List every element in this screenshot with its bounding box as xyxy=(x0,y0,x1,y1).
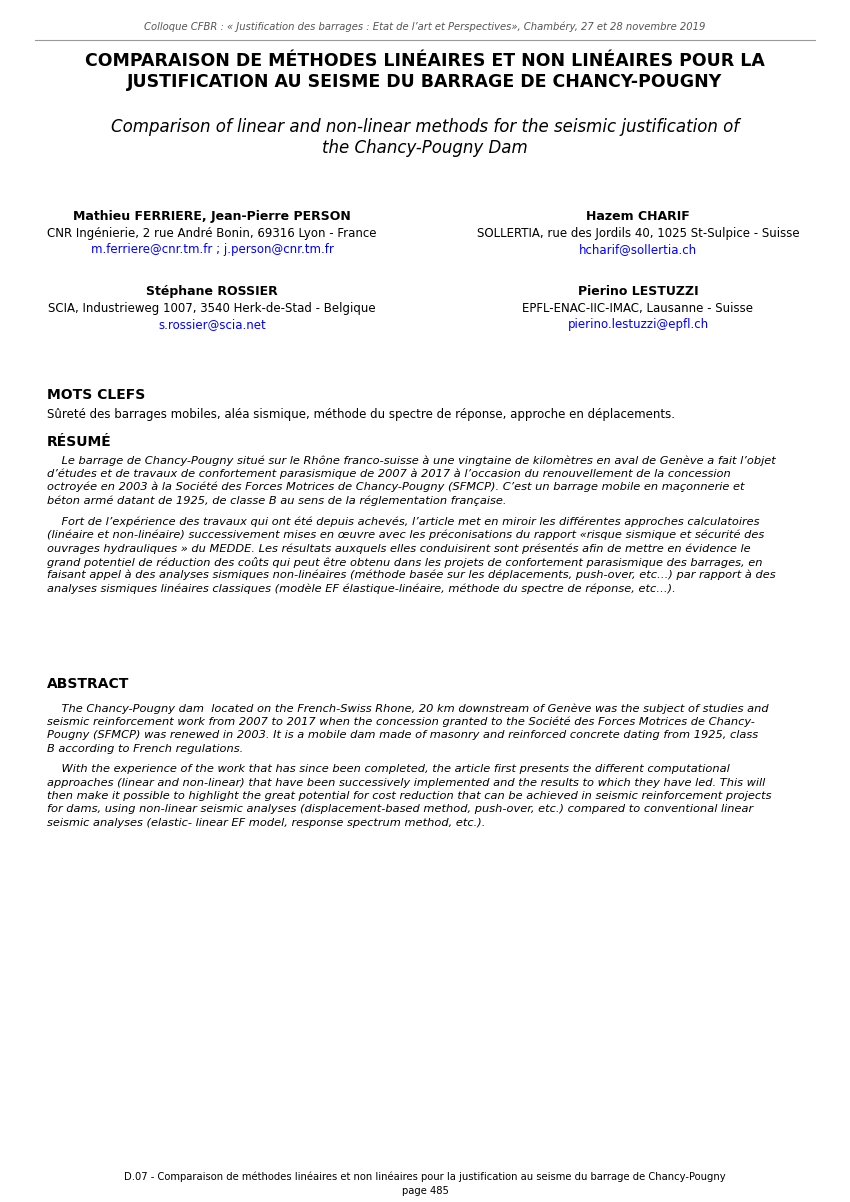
Text: m.ferriere@cnr.tm.fr ; j.person@cnr.tm.fr: m.ferriere@cnr.tm.fr ; j.person@cnr.tm.f… xyxy=(91,243,333,256)
Text: s.rossier@scia.net: s.rossier@scia.net xyxy=(158,319,266,331)
Text: ouvrages hydrauliques » du MEDDE. Les résultats auxquels elles conduisirent sont: ouvrages hydrauliques » du MEDDE. Les ré… xyxy=(47,543,751,553)
Text: faisant appel à des analyses sismiques non-linéaires (méthode basée sur les dépl: faisant appel à des analyses sismiques n… xyxy=(47,570,775,581)
Text: Sûreté des barrages mobiles, aléa sismique, méthode du spectre de réponse, appro: Sûreté des barrages mobiles, aléa sismiq… xyxy=(47,407,675,421)
Text: for dams, using non-linear seismic analyses (displacement-based method, push-ove: for dams, using non-linear seismic analy… xyxy=(47,804,753,815)
Text: analyses sismiques linéaires classiques (modèle EF élastique-linéaire, méthode d: analyses sismiques linéaires classiques … xyxy=(47,583,676,594)
Text: approaches (linear and non-linear) that have been successively implemented and t: approaches (linear and non-linear) that … xyxy=(47,778,765,787)
Text: ABSTRACT: ABSTRACT xyxy=(47,677,129,691)
Text: MOTS CLEFS: MOTS CLEFS xyxy=(47,388,145,401)
Text: SOLLERTIA, rue des Jordils 40, 1025 St-Sulpice - Suisse: SOLLERTIA, rue des Jordils 40, 1025 St-S… xyxy=(477,227,799,240)
Text: hcharif@sollertia.ch: hcharif@sollertia.ch xyxy=(579,243,697,256)
Text: then make it possible to highlight the great potential for cost reduction that c: then make it possible to highlight the g… xyxy=(47,791,772,801)
Text: D.07 - Comparaison de méthodes linéaires et non linéaires pour la justification : D.07 - Comparaison de méthodes linéaires… xyxy=(124,1172,726,1183)
Text: béton armé datant de 1925, de classe B au sens de la réglementation française.: béton armé datant de 1925, de classe B a… xyxy=(47,495,507,506)
Text: Colloque CFBR : « Justification des barrages : Etat de l’art et Perspectives», C: Colloque CFBR : « Justification des barr… xyxy=(144,22,705,32)
Text: Pierino LESTUZZI: Pierino LESTUZZI xyxy=(578,285,699,298)
Text: SCIA, Industrieweg 1007, 3540 Herk-de-Stad - Belgique: SCIA, Industrieweg 1007, 3540 Herk-de-St… xyxy=(48,302,376,315)
Text: B according to French regulations.: B according to French regulations. xyxy=(47,744,243,754)
Text: d’études et de travaux de confortement parasismique de 2007 à 2017 à l’occasion : d’études et de travaux de confortement p… xyxy=(47,469,731,480)
Text: COMPARAISON DE MÉTHODES LINÉAIRES ET NON LINÉAIRES POUR LA
JUSTIFICATION AU SEIS: COMPARAISON DE MÉTHODES LINÉAIRES ET NON… xyxy=(85,52,765,91)
Text: The Chancy-Pougny dam  located on the French-Swiss Rhone, 20 km downstream of Ge: The Chancy-Pougny dam located on the Fre… xyxy=(47,703,768,714)
Text: pierino.lestuzzi@epfl.ch: pierino.lestuzzi@epfl.ch xyxy=(568,319,709,331)
Text: With the experience of the work that has since been completed, the article first: With the experience of the work that has… xyxy=(47,764,730,774)
Text: grand potentiel de réduction des coûts qui peut être obtenu dans les projets de : grand potentiel de réduction des coûts q… xyxy=(47,557,762,567)
Text: Hazem CHARIF: Hazem CHARIF xyxy=(586,210,690,224)
Text: Mathieu FERRIERE, Jean-Pierre PERSON: Mathieu FERRIERE, Jean-Pierre PERSON xyxy=(73,210,351,224)
Text: Comparison of linear and non-linear methods for the seismic justification of
the: Comparison of linear and non-linear meth… xyxy=(111,118,739,156)
Text: EPFL-ENAC-IIC-IMAC, Lausanne - Suisse: EPFL-ENAC-IIC-IMAC, Lausanne - Suisse xyxy=(523,302,753,315)
Text: Fort de l’expérience des travaux qui ont été depuis achevés, l’article met en mi: Fort de l’expérience des travaux qui ont… xyxy=(47,516,760,526)
Text: page 485: page 485 xyxy=(401,1186,449,1196)
Text: Le barrage de Chancy-Pougny situé sur le Rhône franco-suisse à une vingtaine de : Le barrage de Chancy-Pougny situé sur le… xyxy=(47,456,776,465)
Text: octroyée en 2003 à la Société des Forces Motrices de Chancy-Pougny (SFMCP). C’es: octroyée en 2003 à la Société des Forces… xyxy=(47,482,745,493)
Text: Stéphane ROSSIER: Stéphane ROSSIER xyxy=(146,285,278,298)
Text: seismic reinforcement work from 2007 to 2017 when the concession granted to the : seismic reinforcement work from 2007 to … xyxy=(47,716,755,727)
Text: CNR Ingénierie, 2 rue André Bonin, 69316 Lyon - France: CNR Ingénierie, 2 rue André Bonin, 69316… xyxy=(48,227,377,240)
Text: seismic analyses (elastic- linear EF model, response spectrum method, etc.).: seismic analyses (elastic- linear EF mod… xyxy=(47,819,485,828)
Text: Pougny (SFMCP) was renewed in 2003. It is a mobile dam made of masonry and reinf: Pougny (SFMCP) was renewed in 2003. It i… xyxy=(47,730,758,740)
Text: RÉSUMÉ: RÉSUMÉ xyxy=(47,435,111,450)
Text: (linéaire et non-linéaire) successivement mises en œuvre avec les préconisations: (linéaire et non-linéaire) successivemen… xyxy=(47,530,764,540)
